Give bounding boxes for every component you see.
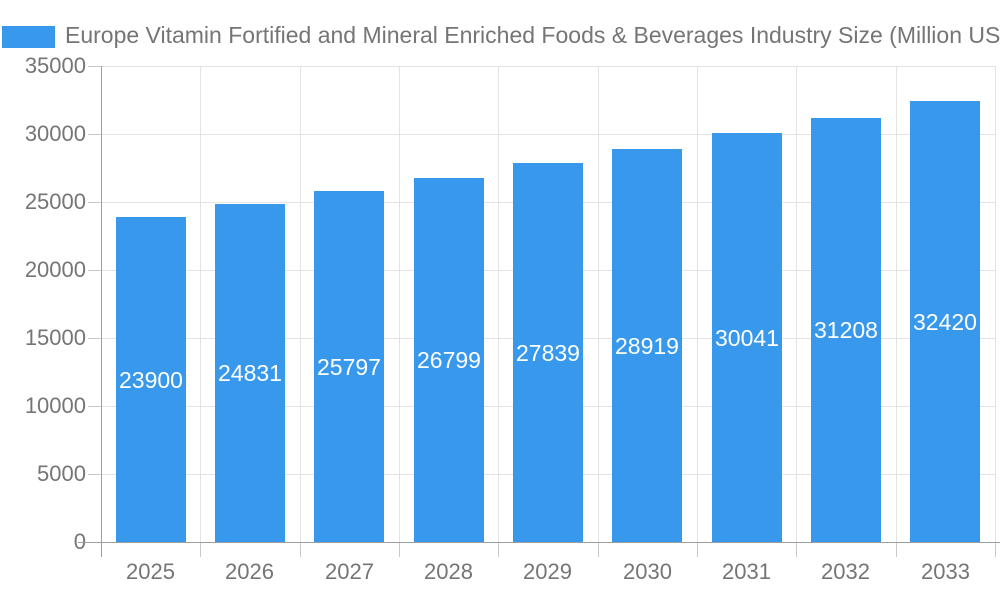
legend-swatch[interactable]: [2, 26, 55, 48]
x-axis-label: 2029: [523, 559, 572, 584]
y-axis-tick: [88, 66, 101, 67]
y-axis-label: 25000: [24, 189, 86, 214]
y-axis-label: 30000: [24, 121, 86, 146]
bar-value-label: 30041: [715, 325, 779, 351]
bar-2029[interactable]: [513, 163, 583, 542]
x-axis-tick: [300, 543, 301, 557]
x-axis-label: 2030: [623, 559, 672, 584]
y-axis-label: 35000: [24, 53, 86, 78]
y-axis-tick: [88, 406, 101, 407]
x-axis-tick: [697, 543, 698, 557]
bar-2027[interactable]: [314, 191, 384, 542]
bar-value-label: 25797: [317, 354, 381, 380]
bar-value-label: 26799: [417, 347, 481, 373]
x-axis-label: 2032: [821, 559, 870, 584]
x-axis-tick: [598, 543, 599, 557]
y-axis-label: 0: [73, 529, 86, 554]
bar-value-label: 28919: [615, 333, 679, 359]
y-axis-label: 20000: [24, 257, 86, 282]
chart-title: Europe Vitamin Fortified and Mineral Enr…: [65, 22, 1000, 48]
x-axis-tick: [796, 543, 797, 557]
bar-2025[interactable]: [116, 217, 186, 542]
bar-2032[interactable]: [811, 118, 881, 542]
bar-value-label: 24831: [218, 360, 282, 386]
x-axis-tick: [399, 543, 400, 557]
bar-value-label: 31208: [814, 317, 878, 343]
y-axis-tick: [88, 474, 101, 475]
y-axis-tick: [88, 134, 101, 135]
bar-2026[interactable]: [215, 204, 285, 542]
x-axis-label: 2025: [126, 559, 175, 584]
gridline-vertical: [200, 66, 201, 542]
x-axis-label: 2027: [325, 559, 374, 584]
bar-2031[interactable]: [712, 133, 782, 542]
gridline-vertical: [498, 66, 499, 542]
gridline-vertical: [796, 66, 797, 542]
gridline-vertical: [399, 66, 400, 542]
x-axis-label: 2033: [921, 559, 970, 584]
gridline-vertical: [598, 66, 599, 542]
x-axis-tick: [200, 543, 201, 557]
bar-value-label: 23900: [119, 367, 183, 393]
y-axis-label: 15000: [24, 325, 86, 350]
x-axis-baseline: [78, 542, 1000, 543]
y-axis-line: [101, 66, 102, 557]
y-axis-tick: [88, 202, 101, 203]
x-axis-tick: [498, 543, 499, 557]
y-axis-label: 5000: [37, 461, 86, 486]
y-axis-tick: [88, 270, 101, 271]
x-axis-label: 2028: [424, 559, 473, 584]
bar-value-label: 32420: [913, 309, 977, 335]
y-axis-label: 10000: [24, 393, 86, 418]
bar-2033[interactable]: [910, 101, 980, 542]
gridline-horizontal: [101, 134, 995, 135]
x-axis-label: 2031: [722, 559, 771, 584]
gridline-vertical: [995, 66, 996, 542]
x-axis-label: 2026: [225, 559, 274, 584]
gridline-vertical: [896, 66, 897, 542]
gridline-vertical: [300, 66, 301, 542]
y-axis-tick: [88, 338, 101, 339]
x-axis-tick: [995, 543, 996, 557]
x-axis-tick: [896, 543, 897, 557]
bar-2028[interactable]: [414, 178, 484, 542]
bar-2030[interactable]: [612, 149, 682, 542]
gridline-horizontal: [101, 66, 995, 67]
gridline-vertical: [697, 66, 698, 542]
bar-value-label: 27839: [516, 340, 580, 366]
